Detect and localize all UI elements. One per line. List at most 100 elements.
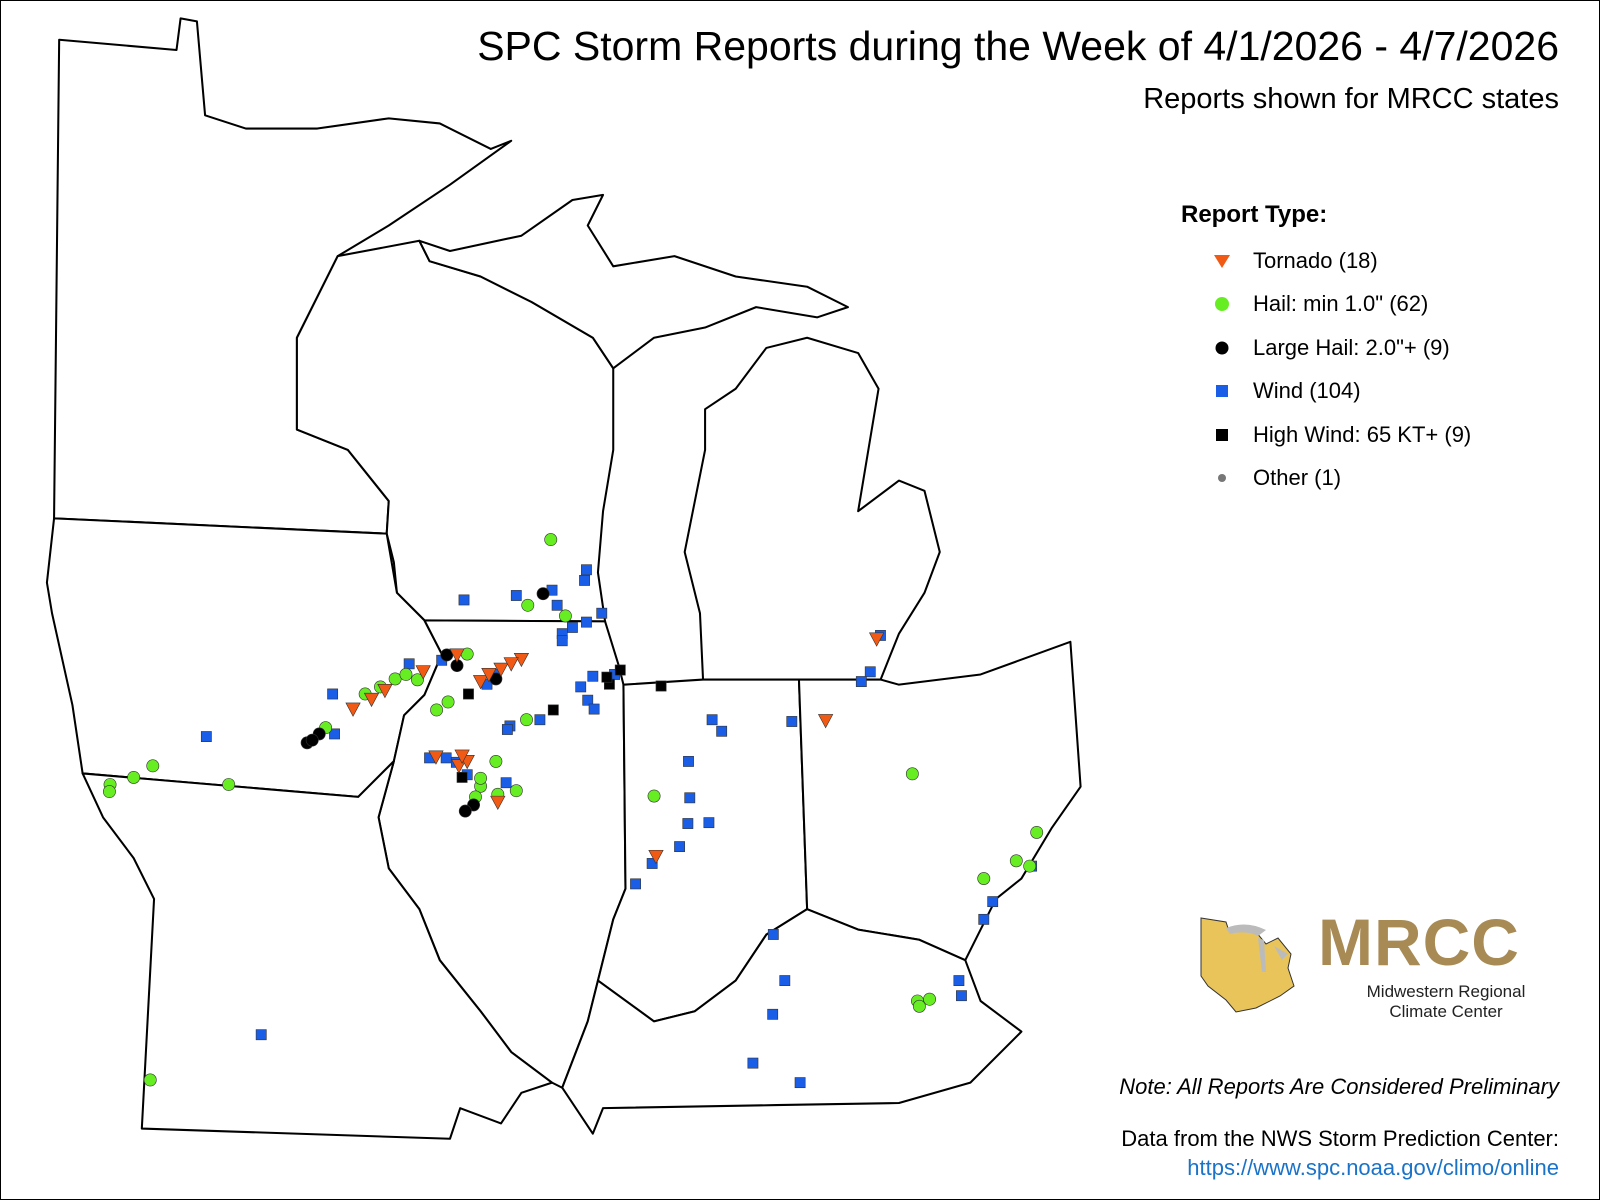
tornado-report-marker	[377, 684, 393, 699]
wind-report-marker	[587, 670, 599, 682]
tornado-report-marker	[503, 657, 519, 672]
wind-report-marker	[747, 1057, 759, 1069]
state-michigan-upper	[418, 193, 849, 370]
legend-label: Tornado (18)	[1253, 247, 1378, 273]
state-kentucky	[561, 908, 1023, 1135]
hail-report-marker	[905, 767, 919, 781]
legend: Report Type: Tornado (18) Hail: min 1.0"…	[1181, 201, 1471, 500]
hail-report-marker	[441, 695, 455, 709]
wind-report-marker	[579, 575, 590, 586]
gray-dot-icon	[1218, 474, 1226, 483]
wind-report-marker	[327, 688, 339, 700]
hail-report-marker	[912, 999, 926, 1013]
logo-subtitle: Midwestern Regional Climate Center	[1336, 982, 1556, 1022]
source-link[interactable]: https://www.spc.noaa.gov/climo/online	[1187, 1155, 1559, 1180]
hail-report-marker	[1023, 859, 1037, 873]
high-wind-report-marker	[547, 704, 559, 716]
legend-label: High Wind: 65 KT+ (9)	[1253, 421, 1472, 447]
wind-report-marker	[200, 731, 212, 742]
hail-report-marker	[388, 672, 402, 686]
wind-report-marker	[582, 694, 594, 706]
wind-report-marker	[855, 676, 867, 687]
legend-item-large-hail: Large Hail: 2.0"+ (9)	[1181, 326, 1471, 370]
tornado-report-marker	[472, 675, 489, 690]
wind-report-marker	[956, 990, 967, 1002]
midwest-region-logo-icon	[1200, 917, 1295, 1013]
wind-report-marker	[978, 913, 990, 925]
legend-item-hail: Hail: min 1.0" (62)	[1181, 283, 1471, 327]
legend-label: Large Hail: 2.0"+ (9)	[1253, 334, 1450, 360]
state-michigan-lower	[683, 336, 941, 681]
legend-label: Hail: min 1.0" (62)	[1253, 291, 1429, 317]
hail-report-marker	[102, 785, 116, 799]
hail-report-marker	[977, 872, 991, 885]
hail-report-marker	[509, 784, 523, 798]
high-wind-report-marker	[463, 688, 474, 700]
legend-item-other: Other (1)	[1181, 457, 1471, 501]
logo-subtitle-line1: Midwestern Regional	[1366, 982, 1526, 1001]
large-hail-report-marker	[536, 587, 550, 601]
high-wind-report-marker	[601, 671, 613, 683]
large-hail-report-marker	[305, 733, 319, 747]
hail-report-marker	[544, 533, 558, 547]
hail-report-marker	[489, 754, 503, 768]
wind-report-marker	[684, 792, 696, 804]
wind-report-marker	[403, 658, 415, 670]
high-wind-report-marker	[655, 680, 667, 692]
wind-report-marker	[646, 858, 658, 869]
wind-report-marker	[953, 975, 965, 986]
wind-report-marker	[440, 752, 452, 764]
wind-report-marker	[674, 841, 685, 853]
wind-report-marker	[703, 817, 715, 829]
wind-report-marker	[987, 896, 999, 908]
tornado-report-marker	[817, 714, 834, 729]
mrcc-logo: MRCC Midwestern Regional Climate Center	[1196, 905, 1556, 1026]
wind-report-marker	[510, 590, 522, 601]
legend-title: Report Type:	[1181, 201, 1328, 228]
source-text: Data from the NWS Storm Prediction Cente…	[1121, 1126, 1559, 1151]
tornado-report-marker	[493, 662, 509, 677]
tornado-report-marker	[868, 632, 885, 647]
wind-report-marker	[767, 929, 779, 940]
black-circle-icon	[1215, 341, 1229, 355]
tornado-report-marker	[428, 750, 444, 765]
hail-report-marker	[1009, 854, 1023, 868]
state-iowa	[45, 517, 443, 798]
wind-report-marker	[534, 714, 546, 726]
wind-report-marker	[458, 594, 470, 606]
wind-report-marker	[864, 666, 876, 678]
map-title: SPC Storm Reports during the Week of 4/1…	[477, 23, 1559, 69]
legend-item-wind: Wind (104)	[1181, 370, 1471, 414]
hail-report-marker	[222, 778, 236, 791]
tornado-report-marker	[648, 849, 664, 865]
hail-report-marker	[430, 703, 444, 717]
tornado-report-marker	[490, 795, 506, 811]
wind-report-marker	[556, 635, 568, 647]
hail-report-marker	[411, 673, 424, 687]
tornado-report-marker	[415, 665, 431, 680]
wind-report-marker	[682, 818, 694, 829]
hail-report-marker	[143, 1073, 157, 1087]
wind-report-marker	[575, 681, 587, 693]
hail-report-marker	[521, 598, 535, 612]
hail-report-marker	[647, 789, 661, 803]
tornado-report-marker	[363, 692, 380, 708]
large-hail-report-marker	[458, 804, 472, 818]
state-ohio	[797, 640, 1082, 962]
wind-report-marker	[794, 1077, 806, 1089]
triangle-down-icon	[1214, 254, 1230, 268]
wind-report-marker	[567, 622, 578, 633]
wind-report-marker	[683, 756, 694, 767]
hail-report-marker	[474, 771, 488, 785]
preliminary-note: Note: All Reports Are Considered Prelimi…	[1119, 1074, 1559, 1099]
legend-item-tornado: Tornado (18)	[1181, 239, 1471, 283]
high-wind-report-marker	[614, 664, 626, 676]
hail-report-marker	[127, 770, 141, 784]
wind-report-marker	[596, 607, 608, 619]
green-circle-icon	[1215, 297, 1229, 312]
black-square-icon	[1216, 428, 1228, 441]
wind-report-marker	[706, 714, 718, 726]
wind-report-marker	[500, 777, 512, 789]
